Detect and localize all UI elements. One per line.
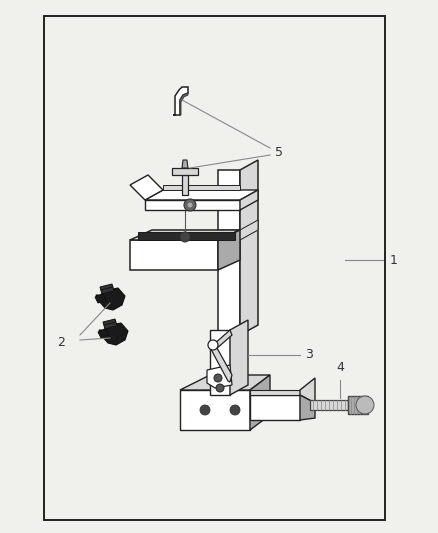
Circle shape [216, 384, 224, 392]
Polygon shape [218, 170, 240, 335]
Polygon shape [300, 395, 315, 420]
Text: 5: 5 [275, 146, 283, 158]
Polygon shape [180, 375, 270, 390]
Circle shape [180, 232, 190, 242]
Polygon shape [173, 87, 188, 115]
Polygon shape [213, 330, 232, 350]
Polygon shape [145, 200, 240, 210]
Polygon shape [145, 190, 258, 200]
Text: 3: 3 [305, 349, 313, 361]
Polygon shape [182, 160, 188, 168]
Polygon shape [163, 185, 240, 190]
Polygon shape [240, 190, 258, 210]
Polygon shape [172, 168, 198, 175]
Polygon shape [130, 175, 163, 200]
Circle shape [184, 199, 196, 211]
Polygon shape [250, 395, 300, 420]
Polygon shape [218, 230, 240, 270]
Polygon shape [210, 345, 232, 382]
Text: 4: 4 [336, 361, 344, 374]
Polygon shape [250, 390, 300, 395]
Polygon shape [100, 284, 114, 294]
Polygon shape [182, 175, 188, 195]
Polygon shape [310, 400, 348, 410]
Polygon shape [130, 240, 218, 270]
Circle shape [200, 405, 210, 415]
Circle shape [208, 340, 218, 350]
Polygon shape [96, 288, 125, 310]
Polygon shape [138, 232, 235, 240]
Polygon shape [130, 230, 240, 240]
Polygon shape [210, 330, 230, 395]
Polygon shape [95, 294, 106, 303]
Polygon shape [207, 365, 232, 388]
Polygon shape [99, 323, 128, 345]
Circle shape [187, 202, 193, 208]
Circle shape [230, 405, 240, 415]
Polygon shape [180, 93, 188, 115]
Polygon shape [250, 375, 270, 430]
Bar [44, 16, 385, 520]
Polygon shape [218, 220, 258, 240]
Polygon shape [98, 329, 109, 338]
Polygon shape [230, 320, 248, 395]
Polygon shape [348, 396, 368, 414]
Circle shape [214, 374, 222, 382]
Text: 1: 1 [390, 254, 398, 266]
Polygon shape [180, 390, 250, 430]
Text: 2: 2 [57, 335, 65, 349]
Polygon shape [300, 378, 315, 403]
Polygon shape [240, 160, 258, 335]
Circle shape [356, 396, 374, 414]
Polygon shape [103, 319, 117, 329]
